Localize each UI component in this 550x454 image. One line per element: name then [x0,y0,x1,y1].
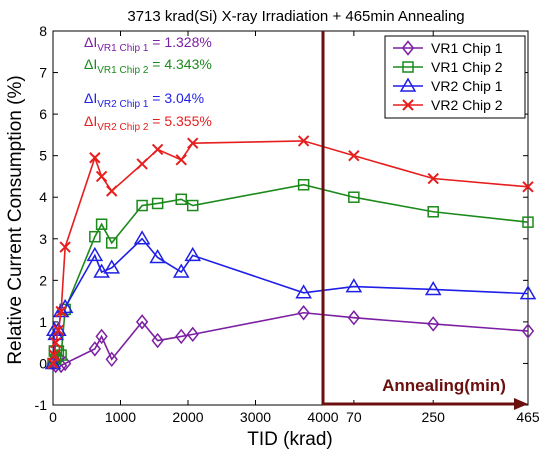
x-tick-label: 250 [422,409,446,425]
y-tick-label: 8 [39,23,47,39]
data-point-vr2-chip-2 [106,185,118,197]
data-point-vr2-chip-1 [295,284,312,299]
legend-label-vr2-chip-1: VR2 Chip 1 [431,78,503,94]
data-point-vr2-chip-2 [59,241,71,253]
delta-annotation: ΔIVR1 Chip 2 = 4.343% [84,56,212,76]
series-line-vr2-chip-2 [52,140,529,364]
data-point-vr2-chip-2 [52,324,65,336]
data-point-vr1-chip-1 [347,310,361,326]
y-tick-label: 1 [39,314,47,330]
x-tick-label: 70 [346,409,362,425]
chart-title: 3713 krad(Si) X-ray Irradiation + 465min… [127,8,464,25]
data-point-vr1-chip-1 [175,328,188,345]
data-point-vr2-chip-1 [345,278,363,293]
x-tick-label: 3000 [240,409,271,425]
data-point-vr2-chip-1 [86,246,104,262]
data-point-vr2-chip-1 [424,280,442,296]
legend-marker-vr1-chip-2 [402,61,414,73]
series-line-vr1-chip-2 [52,183,529,364]
data-point-vr2-chip-2 [55,305,67,318]
data-point-vr1-chip-1 [427,316,440,332]
data-point-vr2-chip-1 [172,263,190,278]
data-point-vr2-chip-1 [133,230,151,245]
data-point-vr1-chip-2 [105,237,118,249]
data-point-vr2-chip-2 [49,336,62,349]
x-tick-label: 0 [49,409,57,425]
y-tick-label: 7 [39,65,47,81]
data-point-vr1-chip-2 [89,230,101,243]
y-tick-label: 3 [39,231,47,247]
legend-label-vr2-chip-2: VR2 Chip 2 [431,97,503,113]
y-tick-label: 2 [39,272,47,288]
x-tick-label: 1000 [105,409,136,425]
x-axis-label: TID (krad) [247,429,333,450]
y-tick-label: 5 [39,148,47,164]
legend-marker-vr2-chip-2 [402,99,414,111]
data-point-vr1-chip-1 [58,355,72,372]
data-point-vr1-chip-2 [136,199,148,212]
data-point-vr1-chip-1 [105,351,118,367]
data-point-vr1-chip-1 [521,323,535,339]
plot-frame [52,30,529,406]
legend-marker-vr2-chip-1 [399,77,417,92]
legend-label-vr1-chip-2: VR1 Chip 2 [431,59,503,75]
data-point-vr2-chip-2 [95,170,108,183]
delta-annotation: ΔIVR2 Chip 1 = 3.04% [84,90,204,110]
data-point-vr1-chip-2 [348,191,360,203]
data-point-vr1-chip-2 [55,349,67,361]
data-point-vr1-chip-2 [95,218,108,230]
data-point-vr2-chip-2 [522,181,534,193]
series-line-vr1-chip-1 [52,311,529,369]
data-point-vr2-chip-1 [184,246,202,262]
data-point-vr1-chip-1 [151,332,164,349]
data-point-vr2-chip-2 [136,158,148,170]
data-point-vr2-chip-2 [151,143,164,156]
data-point-vr2-chip-1 [44,354,62,370]
data-point-vr2-chip-2 [48,349,61,361]
data-point-vr1-chip-2 [522,216,534,228]
annealing-arrow-head [514,398,528,410]
legend-label-vr1-chip-1: VR1 Chip 1 [431,40,503,56]
data-point-vr2-chip-1 [149,248,166,264]
data-point-vr2-chip-1 [50,321,67,336]
x-tick-label: 2000 [172,409,203,425]
data-point-vr1-chip-1 [297,305,310,321]
data-point-vr1-chip-1 [95,328,108,345]
data-point-vr2-chip-2 [187,137,199,149]
data-point-vr1-chip-2 [151,197,164,210]
data-point-vr2-chip-1 [519,285,537,300]
data-point-vr1-chip-2 [297,179,310,191]
delta-annotation: ΔIVR1 Chip 1 = 1.328% [84,34,212,54]
x-tick-label: 4000 [307,409,338,425]
x-tick-label: 465 [516,409,540,425]
data-point-vr1-chip-2 [186,199,199,212]
data-point-vr2-chip-2 [175,154,187,166]
delta-annotation: ΔIVR2 Chip 2 = 5.355% [84,113,212,133]
y-tick-label: 4 [39,189,47,205]
data-point-vr1-chip-2 [175,193,187,206]
data-point-vr1-chip-1 [186,326,199,343]
y-tick-label: 6 [39,106,47,122]
data-point-vr2-chip-2 [297,135,310,147]
data-point-vr1-chip-1 [88,341,102,357]
data-point-vr2-chip-2 [427,172,439,185]
data-point-vr2-chip-1 [103,259,121,274]
y-tick-label: 0 [39,355,47,371]
data-point-vr1-chip-2 [427,206,439,218]
data-point-vr1-chip-1 [135,314,149,330]
data-point-vr2-chip-2 [89,152,101,164]
y-axis-label: Relative Current Consumption (%) [5,75,26,364]
annealing-label: Annealing(min) [382,376,506,395]
y-tick-label: -1 [35,397,48,413]
legend-marker-vr1-chip-1 [401,40,415,56]
data-point-vr2-chip-2 [348,149,360,162]
